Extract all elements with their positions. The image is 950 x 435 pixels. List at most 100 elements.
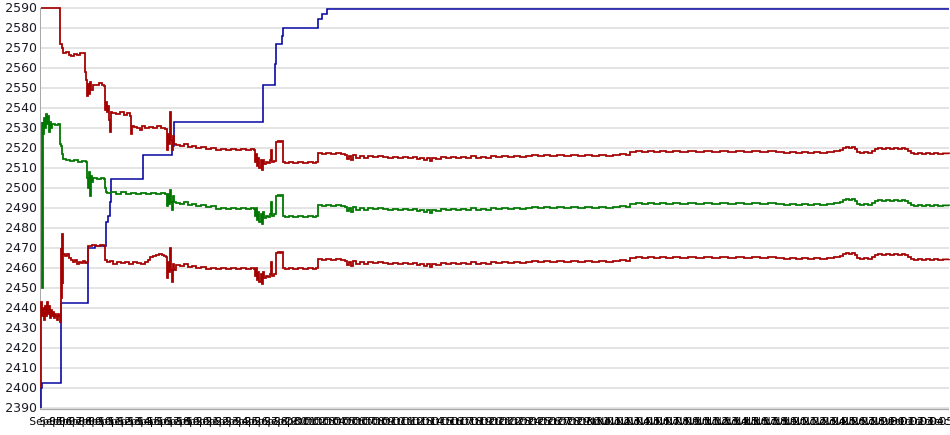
x-axis-label: Oct08 bbox=[353, 416, 385, 428]
x-axis-label: Nov04 bbox=[616, 416, 650, 428]
x-axis-label: Oct25 bbox=[519, 416, 551, 428]
x-axis-label: Nov07 bbox=[645, 416, 679, 428]
y-axis-label: 2590 bbox=[5, 0, 37, 15]
x-axis-label: Sep11 bbox=[88, 416, 121, 428]
x-axis-label: Oct31 bbox=[578, 416, 610, 428]
x-axis-label: Sep18 bbox=[157, 416, 190, 428]
x-axis-label: Sep14 bbox=[117, 416, 150, 428]
x-axis-label: Sep08 bbox=[59, 416, 92, 428]
x-axis-label: Oct07 bbox=[343, 416, 375, 428]
x-axis-label: Sep15 bbox=[127, 416, 160, 428]
x-axis-label: Oct09 bbox=[363, 416, 395, 428]
x-axis-label: Nov30 bbox=[870, 416, 904, 428]
x-axis-label: Nov05 bbox=[626, 416, 660, 428]
x-axis-label: Nov09 bbox=[665, 416, 699, 428]
x-axis-label: Oct11 bbox=[382, 416, 414, 428]
x-axis-label: Nov12 bbox=[694, 416, 728, 428]
x-axis-label: Sep12 bbox=[98, 416, 131, 428]
x-axis-label: Oct26 bbox=[529, 416, 561, 428]
x-axis-label: Sep16 bbox=[137, 416, 170, 428]
x-axis-label: Nov14 bbox=[714, 416, 748, 428]
y-axis-label: 2470 bbox=[5, 240, 37, 255]
x-axis-label: Oct04 bbox=[314, 416, 346, 428]
y-axis-label: 2560 bbox=[5, 60, 37, 75]
x-axis-label: Nov08 bbox=[655, 416, 689, 428]
y-axis-label: 2490 bbox=[5, 200, 37, 215]
x-axis-label: Oct05 bbox=[324, 416, 356, 428]
x-axis-label: Nov22 bbox=[792, 416, 826, 428]
x-axis-label: Oct01 bbox=[285, 416, 317, 428]
series-upper-red bbox=[41, 7, 950, 171]
y-axis-label: 2410 bbox=[5, 360, 37, 375]
x-axis-label: Oct18 bbox=[451, 416, 483, 428]
y-axis-label: 2420 bbox=[5, 340, 37, 355]
series-blue-step bbox=[40, 8, 949, 408]
y-axis-label: 2510 bbox=[5, 160, 37, 175]
x-axis-label: Oct22 bbox=[490, 416, 522, 428]
series-green-mid bbox=[41, 113, 950, 289]
y-axis-label: 2580 bbox=[5, 20, 37, 35]
y-axis-label: 2500 bbox=[5, 180, 37, 195]
x-axis-label: Nov17 bbox=[743, 416, 777, 428]
y-axis-label: 2550 bbox=[5, 80, 37, 95]
x-axis-label: Sep24 bbox=[215, 416, 248, 428]
x-axis-label: Dec06 bbox=[929, 416, 950, 428]
x-axis-label: Sep25 bbox=[225, 416, 258, 428]
x-axis-label: Sep10 bbox=[78, 416, 111, 428]
x-axis-label: Sep28 bbox=[254, 416, 287, 428]
y-axis-label: 2540 bbox=[5, 100, 37, 115]
x-axis-label: Oct06 bbox=[334, 416, 366, 428]
x-axis-label: Dec03 bbox=[900, 416, 934, 428]
x-axis-label: Oct03 bbox=[304, 416, 336, 428]
x-axis-label: Sep05 bbox=[29, 416, 62, 428]
y-axis-label: 2570 bbox=[5, 40, 37, 55]
x-axis-label: Sep07 bbox=[49, 416, 82, 428]
x-axis-label: Sep17 bbox=[147, 416, 180, 428]
x-axis-label: Oct16 bbox=[431, 416, 463, 428]
x-axis-label: Nov10 bbox=[675, 416, 709, 428]
x-axis-label: Sep23 bbox=[206, 416, 239, 428]
x-axis-label: Oct17 bbox=[441, 416, 473, 428]
x-axis-label: Nov01 bbox=[587, 416, 621, 428]
x-axis-label: Oct24 bbox=[510, 416, 542, 428]
x-axis-label: Nov03 bbox=[606, 416, 640, 428]
y-axis-label: 2520 bbox=[5, 140, 37, 155]
x-axis-label: Nov16 bbox=[733, 416, 767, 428]
x-axis-label: Sep27 bbox=[245, 416, 278, 428]
x-axis-label: Sep26 bbox=[235, 416, 268, 428]
x-axis-label: Nov26 bbox=[831, 416, 865, 428]
y-axis-label: 2460 bbox=[5, 260, 37, 275]
y-axis-label: 2450 bbox=[5, 280, 37, 295]
x-axis-label: Oct23 bbox=[500, 416, 532, 428]
x-axis-label: Oct30 bbox=[568, 416, 600, 428]
x-axis-label: Sep30 bbox=[274, 416, 307, 428]
x-axis-label: Nov15 bbox=[724, 416, 758, 428]
x-axis-label: Sep21 bbox=[186, 416, 219, 428]
x-axis-label: Oct20 bbox=[470, 416, 502, 428]
x-axis-label: Nov24 bbox=[812, 416, 846, 428]
x-axis-label: Nov25 bbox=[821, 416, 855, 428]
x-axis-label: Oct15 bbox=[422, 416, 454, 428]
x-axis-label: Nov11 bbox=[685, 416, 719, 428]
x-axis-label: Dec04 bbox=[910, 416, 944, 428]
y-axis-label: 2390 bbox=[5, 400, 37, 415]
x-axis-label: Nov06 bbox=[636, 416, 670, 428]
x-axis-label: Oct13 bbox=[402, 416, 434, 428]
x-axis-label: Nov27 bbox=[841, 416, 875, 428]
y-axis-label: 2530 bbox=[5, 120, 37, 135]
x-axis-label: Oct02 bbox=[294, 416, 326, 428]
x-axis-label: Oct12 bbox=[392, 416, 424, 428]
x-axis-label: Oct14 bbox=[412, 416, 444, 428]
x-axis-label: Sep06 bbox=[39, 416, 72, 428]
x-axis-label: Oct10 bbox=[373, 416, 405, 428]
x-axis-label: Dec01 bbox=[880, 416, 914, 428]
x-axis-label: Oct29 bbox=[559, 416, 591, 428]
x-axis-label: Oct27 bbox=[539, 416, 571, 428]
y-axis-label: 2440 bbox=[5, 300, 37, 315]
x-axis-label: Nov13 bbox=[704, 416, 738, 428]
x-axis-label: Sep22 bbox=[196, 416, 229, 428]
x-axis-label: Nov02 bbox=[596, 416, 630, 428]
y-axis-label: 2430 bbox=[5, 320, 37, 335]
